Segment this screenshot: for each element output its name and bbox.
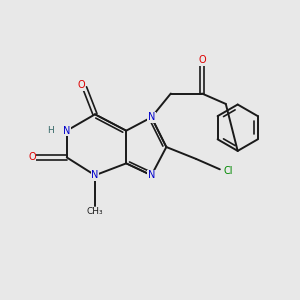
Text: N: N [148, 170, 155, 180]
Text: H: H [47, 126, 54, 135]
Text: Cl: Cl [224, 166, 233, 176]
Text: O: O [198, 55, 206, 65]
Text: N: N [63, 126, 70, 136]
Text: O: O [77, 80, 85, 90]
Text: CH₃: CH₃ [87, 207, 103, 216]
Text: O: O [28, 152, 36, 162]
Text: N: N [91, 170, 99, 180]
Text: N: N [148, 112, 155, 122]
